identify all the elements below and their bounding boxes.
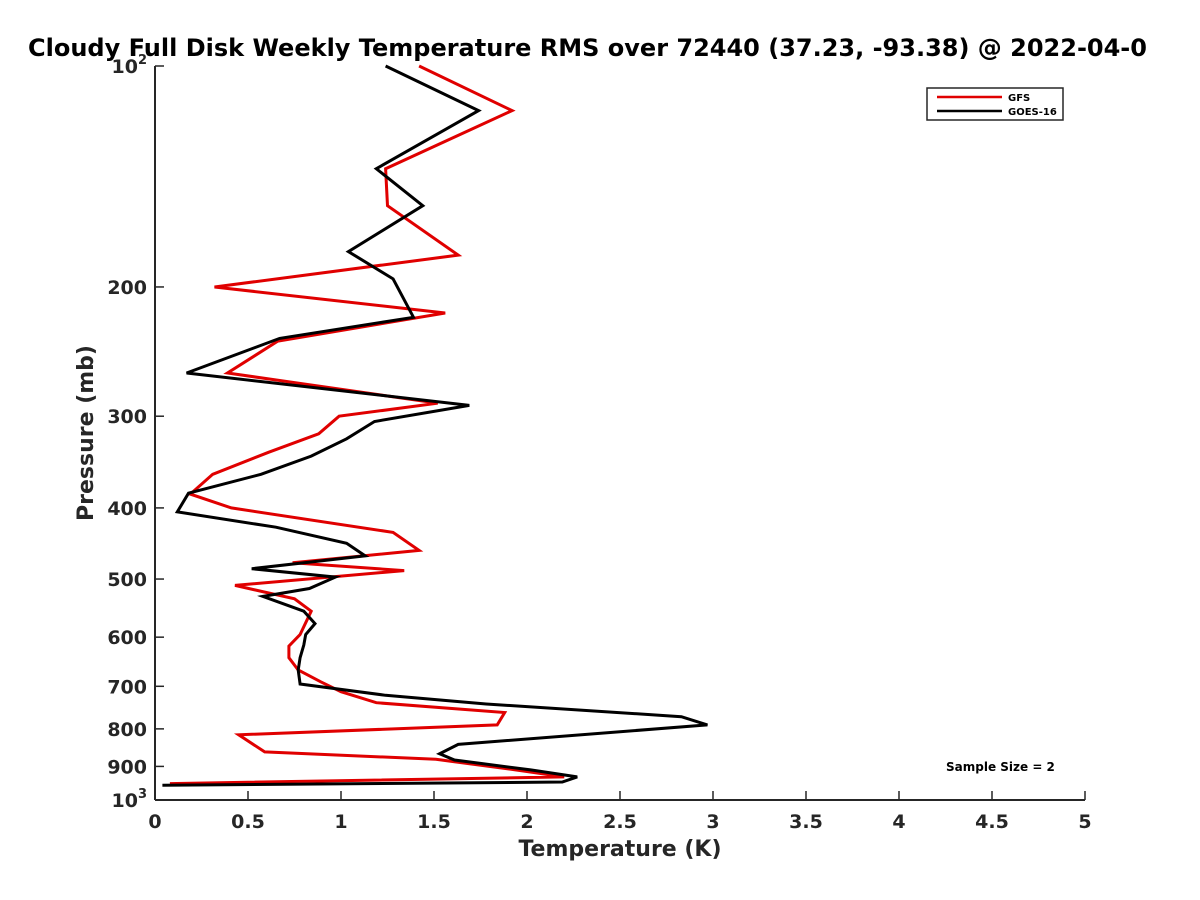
x-tick-label: 3.5 <box>789 811 823 833</box>
x-tick-label: 1.5 <box>417 811 451 833</box>
x-tick-label: 1 <box>334 811 347 833</box>
y-tick-label: 800 <box>107 719 147 741</box>
x-tick-label: 5 <box>1078 811 1091 833</box>
y-tick-label: 300 <box>107 406 147 428</box>
legend-label-goes16: GOES-16 <box>1008 107 1057 118</box>
legend: GFS GOES-16 <box>926 87 1064 121</box>
x-tick-label: 0 <box>148 811 161 833</box>
y-tick-label: 600 <box>107 627 147 649</box>
y-tick-label: 900 <box>107 756 147 778</box>
series-lines <box>162 64 708 787</box>
x-tick-label: 0.5 <box>231 811 265 833</box>
y-tick-label: 700 <box>107 676 147 698</box>
y-axis-label: Pressure (mb) <box>74 345 99 521</box>
series-line-gfs <box>169 64 565 786</box>
series-line-goes16 <box>162 64 708 787</box>
x-tick-label: 2 <box>520 811 533 833</box>
y-tick-label: 102 <box>112 53 148 78</box>
y-tick-label: 500 <box>107 569 147 591</box>
x-tick-label: 4.5 <box>975 811 1009 833</box>
x-axis-label: Temperature (K) <box>518 837 721 862</box>
y-ticks: 102 200 300 400 500 600 700 800 900 103 <box>107 53 164 812</box>
legend-label-gfs: GFS <box>1008 93 1030 104</box>
y-tick-label: 103 <box>112 787 148 812</box>
x-tick-label: 2.5 <box>603 811 637 833</box>
sample-size-annotation: Sample Size = 2 <box>946 760 1055 774</box>
chart-title: Cloudy Full Disk Weekly Temperature RMS … <box>28 34 1147 62</box>
x-ticks: 0 0.5 1 1.5 2 2.5 3 3.5 4 4.5 5 <box>148 791 1092 833</box>
plot-area: 102 200 300 400 500 600 700 800 900 103 0 0.5 1 1.5 2… <box>107 53 1091 833</box>
legend-box <box>926 87 1064 121</box>
y-tick-label: 200 <box>107 277 147 299</box>
y-tick-label: 400 <box>107 498 147 520</box>
x-tick-label: 3 <box>706 811 719 833</box>
x-tick-label: 4 <box>892 811 905 833</box>
